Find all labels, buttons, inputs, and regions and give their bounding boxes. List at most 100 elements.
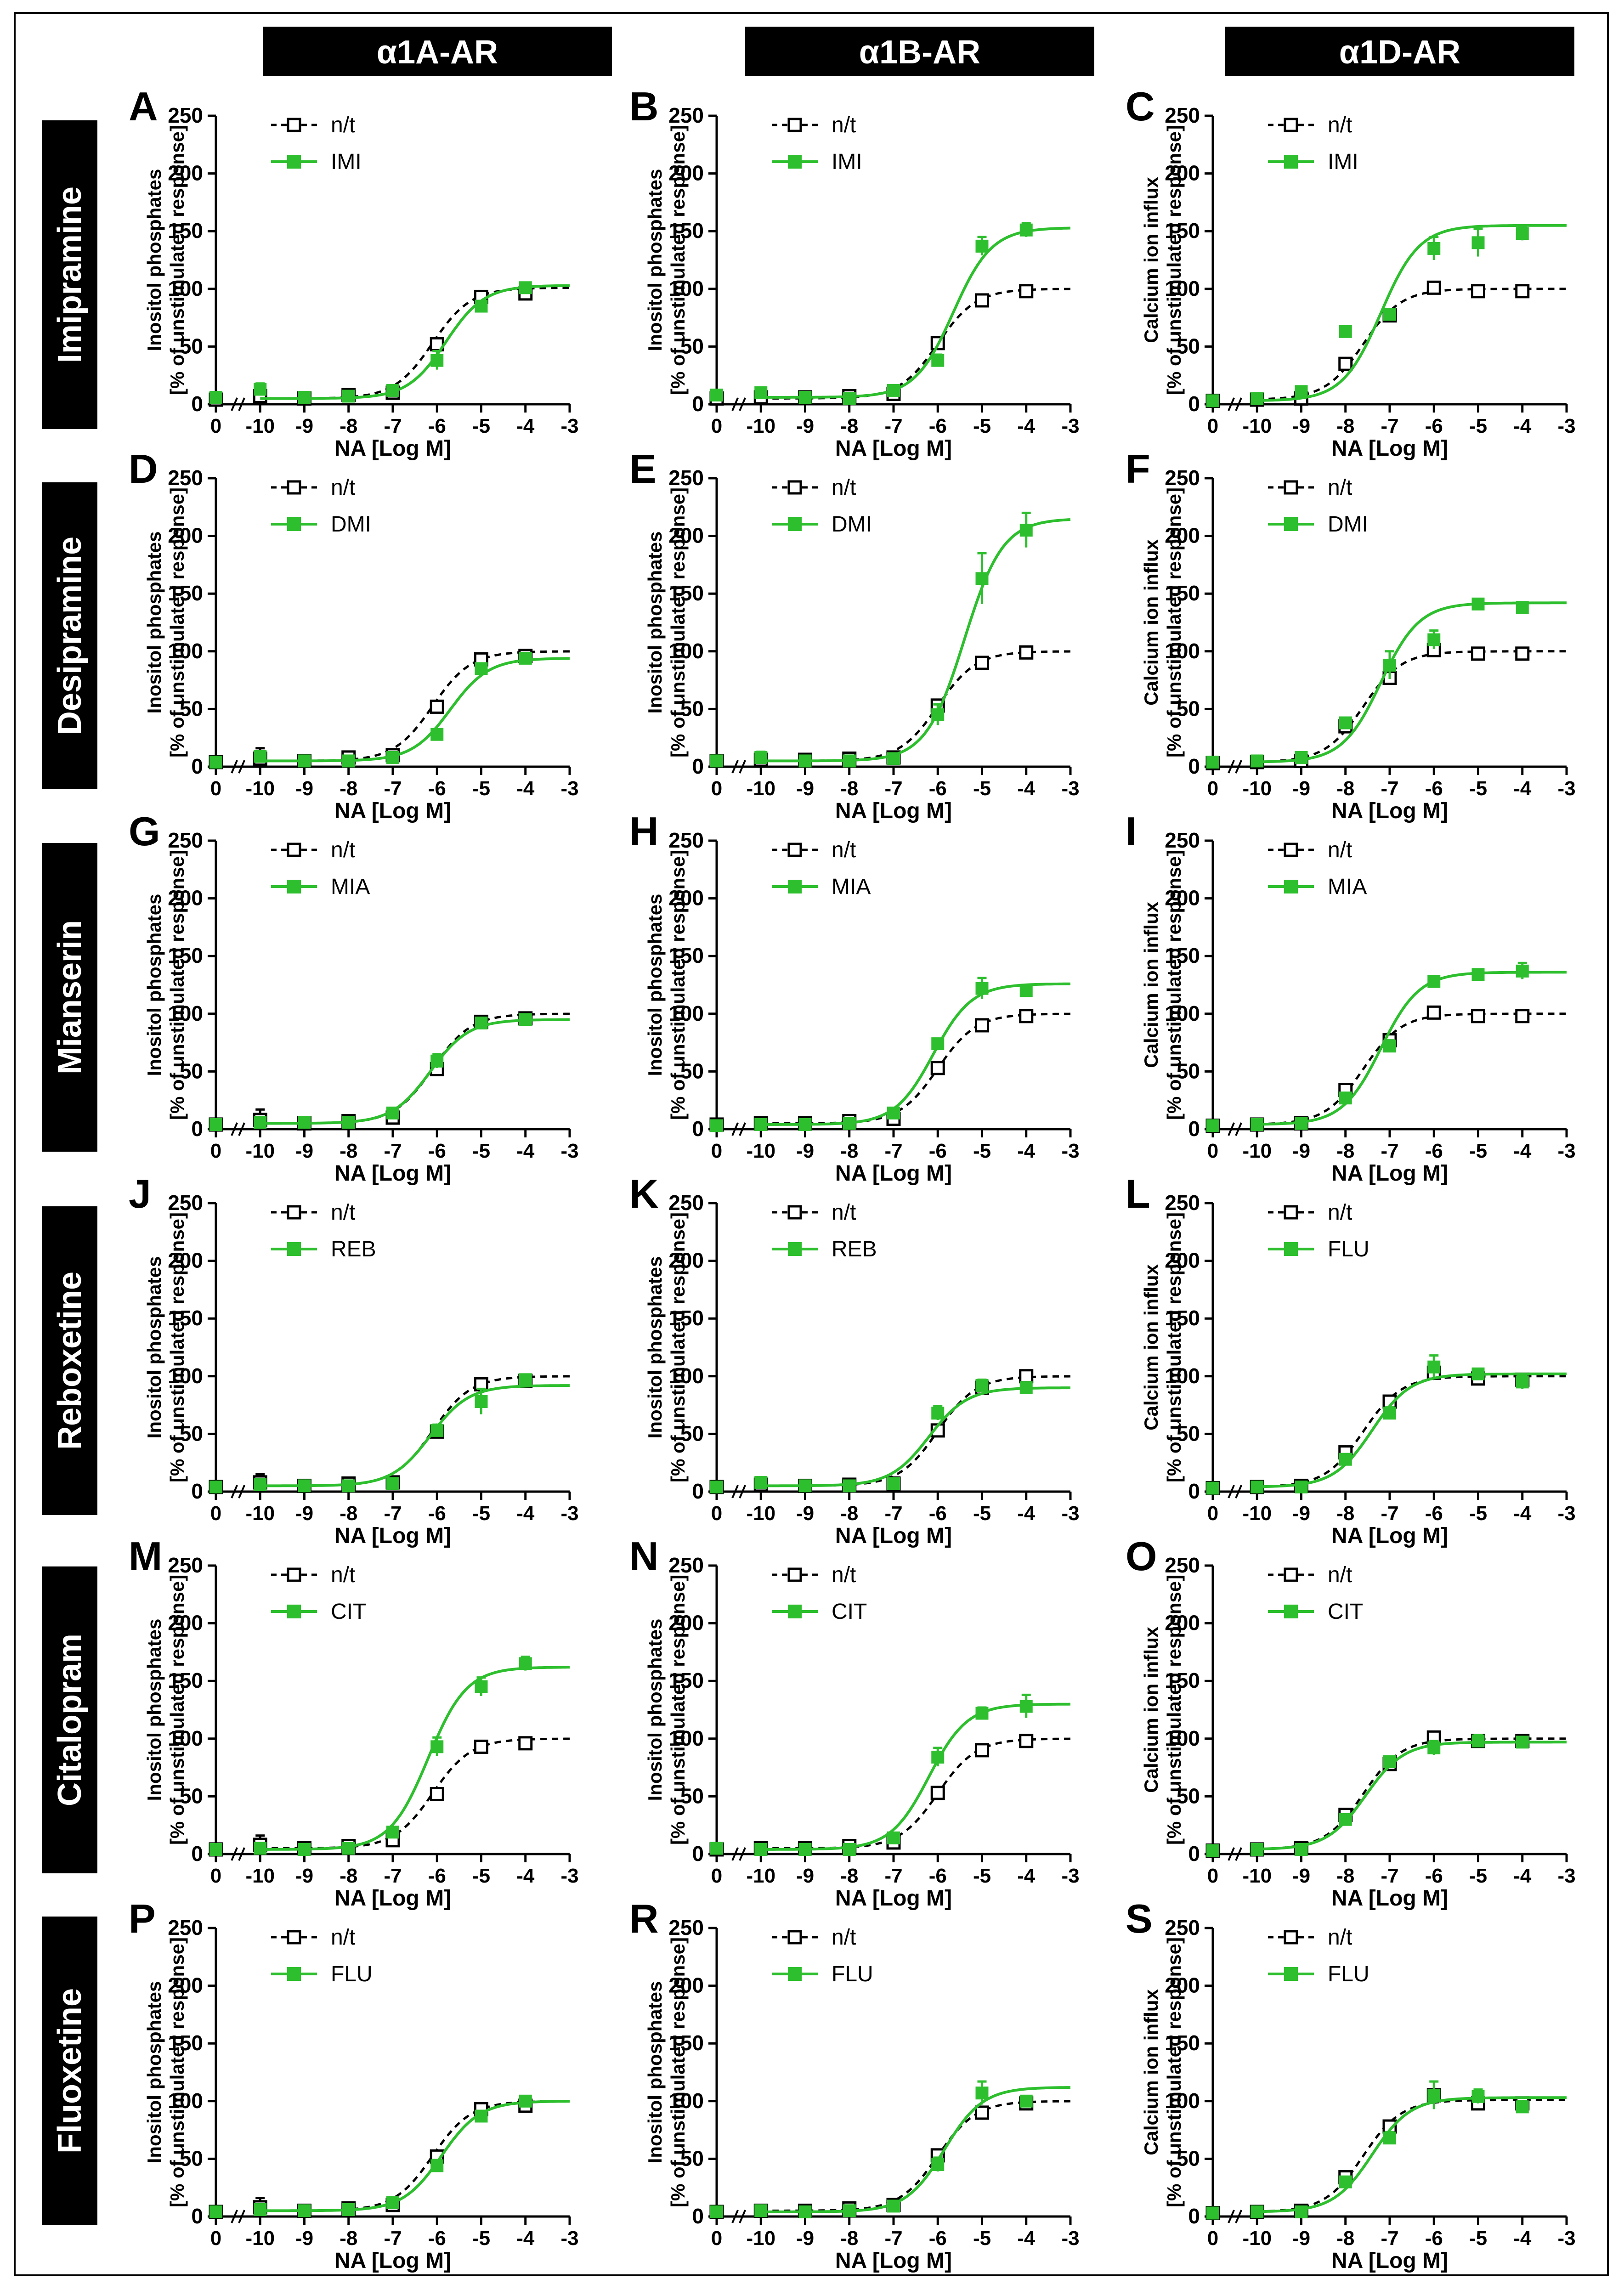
y-tick-label: 0 [1188,1842,1200,1866]
x-tick-label: -10 [746,1865,775,1887]
x-axis-label: NA [Log M] [334,1524,451,1548]
data-point [975,239,989,253]
data-point [386,384,399,397]
x-tick-label: 0 [1207,1865,1218,1887]
panel-letter: M [129,1533,162,1579]
fit-curve [761,1702,1071,1851]
legend-label: IMI [1328,150,1358,174]
legend-marker [1284,842,1298,857]
legend-marker [787,1205,802,1220]
x-tick-label: -4 [516,1502,535,1525]
y-axis-label: [% of unstimulated response] [1163,1937,1185,2207]
y-axis-label: Inositol phosphates [143,169,165,351]
fit-curve [1257,650,1567,763]
y-tick-label: 0 [191,1842,203,1866]
series [1206,1734,1567,1857]
data-point [1427,633,1441,646]
y-tick-label: 200 [1165,1973,1200,1997]
fit-curve [1257,1012,1567,1125]
legend-marker [1284,118,1298,132]
y-tick-label: 250 [168,103,203,127]
legend-marker [1284,880,1298,893]
data-point [254,750,267,763]
data-point [518,1736,533,1751]
y-tick-label: 0 [191,1117,203,1141]
x-tick-label: -9 [1292,1140,1310,1162]
data-point [1251,1480,1264,1493]
fit-curve [1257,971,1567,1126]
x-tick-label: -10 [245,1140,275,1162]
x-tick-label: -3 [560,2227,578,2250]
legend-entry: MIA [772,875,871,899]
data-point [1206,2206,1219,2220]
data-point [430,1740,444,1753]
y-tick-label: 0 [1188,2204,1200,2228]
series [209,2094,570,2218]
x-axis-label: NA [Log M] [1331,799,1448,823]
panel-letter: L [1126,1171,1150,1216]
panel-letter: J [129,1171,151,1216]
y-tick-label: 50 [1177,2146,1200,2170]
y-tick-label: 150 [168,1668,203,1692]
y-axis-label: Inositol phosphates [143,1619,165,1801]
data-point [342,1479,355,1493]
x-tick-label: -6 [929,1502,947,1525]
data-point [1516,1736,1529,1749]
legend-marker [787,118,802,132]
data-point [931,2158,945,2171]
y-axis-label: Calcium ion influx [1140,1989,1162,2155]
data-point [1471,236,1485,249]
x-tick-label: -6 [428,1502,446,1525]
chart-panel: N 0 50 100 150 200 250 0 -10 -9 -8 -7 -6 -5 -4 -3 NA [Lo… [629,1533,1080,1911]
x-tick-label: -5 [1469,2227,1487,2250]
x-tick-label: -8 [340,415,357,437]
x-tick-label: -10 [245,2227,275,2250]
data-point [254,1115,267,1129]
y-tick-label: 200 [668,1973,704,1997]
legend-label: n/t [1328,1200,1352,1225]
legend-entry: CIT [1268,1600,1363,1624]
axis-break-mark [238,2210,245,2223]
y-tick-label: 0 [1188,392,1200,416]
data-point [887,1477,900,1490]
x-tick-label: -4 [1017,2227,1036,2250]
data-point [1206,394,1219,407]
data-point [342,1115,355,1129]
y-axis-label: [% of unstimulated response] [1163,850,1185,1120]
fit-curve [1257,2098,1567,2213]
x-axis-label: NA [Log M] [835,1524,952,1548]
x-tick-label: -3 [1061,415,1079,437]
series [1205,1730,1567,1858]
row-banner-label: Desipramine [51,537,88,735]
legend-entry: CIT [271,1600,366,1624]
y-tick-label: 50 [1177,696,1200,720]
x-tick-label: -5 [472,1865,490,1887]
legend-label: n/t [331,1925,355,1950]
legend-marker [787,1930,802,1945]
y-tick-label: 250 [668,466,704,490]
y-tick-label: 150 [1165,1668,1200,1692]
x-tick-label: -5 [472,2227,490,2250]
data-point [1251,754,1264,768]
series [1205,1365,1567,1495]
series [1206,224,1567,407]
x-tick-label: -8 [340,1140,357,1162]
panel-letter: E [629,446,656,492]
legend-marker [287,1967,301,1981]
chart-panel: A 0 50 100 150 200 250 0 -10 -9 -8 -7 -6 -5 -4 -3 NA [Lo… [129,84,579,461]
x-tick-label: -3 [1557,1865,1575,1887]
row-banner: Mianserin [42,843,97,1152]
data-point [342,2203,355,2216]
y-axis-label: [% of unstimulated response] [166,487,188,758]
data-point [1339,716,1352,729]
x-tick-label: -5 [973,415,991,437]
panel-letter: H [629,809,659,854]
chart-panel: D 0 50 100 150 200 250 0 -10 -9 -8 -7 -6 -5 -4 -3 NA [Lo… [129,446,579,823]
x-tick-label: 0 [711,777,722,800]
y-tick-label: 200 [168,886,203,910]
data-point [1471,1734,1485,1747]
panel-letter: D [129,446,158,492]
x-tick-label: -10 [1242,1140,1272,1162]
legend-marker [287,480,301,495]
legend-entry: n/t [772,1925,856,1950]
